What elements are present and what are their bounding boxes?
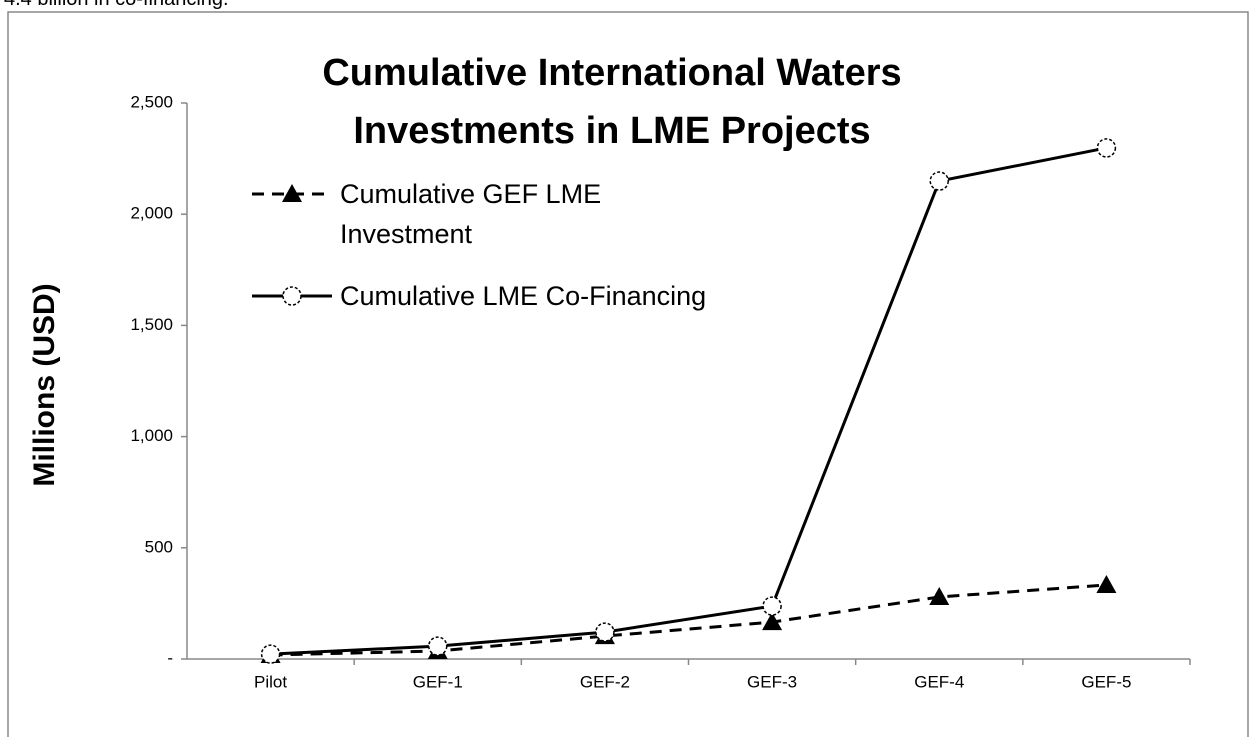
legend-label: Cumulative LME Co-Financing <box>340 281 707 311</box>
chart-border <box>7 11 1249 737</box>
x-tick-label: GEF-1 <box>413 672 463 691</box>
x-tick-label: GEF-3 <box>747 672 797 691</box>
y-tick-label: 2,000 <box>130 204 173 223</box>
y-axis-label: Millions (USD) <box>28 283 61 487</box>
data-point <box>1096 574 1117 593</box>
data-point <box>929 171 949 191</box>
y-tick-label: - <box>167 648 173 667</box>
y-tick-label: 500 <box>145 537 173 556</box>
y-tick-label: 2,500 <box>130 92 173 111</box>
y-tick-label: 1,500 <box>130 315 173 334</box>
legend-marker <box>282 184 302 202</box>
header-text: 4.4 billion in co-financing. <box>4 0 229 11</box>
legend-marker <box>282 286 302 306</box>
data-point <box>595 622 615 642</box>
series-line <box>270 146 1107 656</box>
legend-label: Cumulative GEF LME Investment <box>340 179 602 249</box>
data-point <box>260 644 281 664</box>
x-tick-label: GEF-4 <box>914 672 964 691</box>
data-point <box>1096 138 1117 158</box>
data-point <box>428 636 448 656</box>
x-tick-label: GEF-2 <box>580 672 630 691</box>
x-tick-label: GEF-5 <box>1081 672 1131 691</box>
x-tick-label: Pilot <box>254 672 287 691</box>
data-point <box>762 612 783 631</box>
data-point <box>929 586 950 605</box>
y-tick-label: 1,000 <box>130 426 173 445</box>
data-point <box>762 596 782 616</box>
chart-title: Cumulative International Waters Investme… <box>322 52 902 152</box>
